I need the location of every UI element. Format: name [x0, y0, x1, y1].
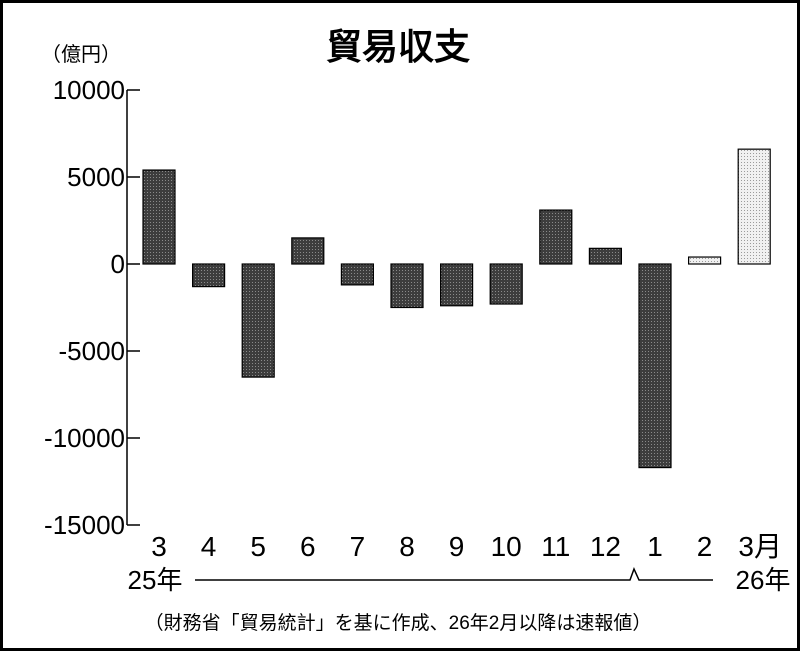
bar	[440, 263, 474, 307]
y-tick-labels: 10000 5000 0 -5000 -10000 -15000	[44, 75, 125, 540]
axes	[126, 89, 140, 526]
y-tick-label: -15000	[44, 510, 125, 540]
y-tick-label: -5000	[59, 336, 126, 366]
chart-frame: 貿易収支 （億円） 10000 5000 0 -5000 -10000 -15000 3 4…	[3, 3, 797, 648]
x-tick-label: 12	[590, 531, 621, 562]
bar	[291, 237, 325, 265]
x-tick-label: 4	[201, 531, 217, 562]
bars	[142, 148, 771, 469]
bar	[241, 263, 275, 378]
source-note: （財務省「貿易統計」を基に作成、26年2月以降は速報値）	[145, 612, 652, 634]
x-tick-label: 9	[449, 531, 465, 562]
x-tick-label: 11	[541, 531, 570, 562]
x-tick-label: 5	[250, 531, 266, 562]
y-unit-label: （億円）	[41, 43, 121, 66]
x-tick-label: 7	[350, 531, 366, 562]
bar	[142, 169, 176, 265]
bar	[539, 209, 573, 265]
bar	[340, 263, 374, 286]
x-tick-label: 2	[697, 531, 713, 562]
y-tick-label: 10000	[53, 75, 125, 105]
x-tick-label: 1	[647, 531, 663, 562]
trade-balance-chart: 貿易収支 （億円） 10000 5000 0 -5000 -10000 -15000 3 4…	[41, 26, 791, 634]
x-tick-label: 3月	[738, 531, 782, 562]
x-tick-label: 6	[300, 531, 316, 562]
year-label-end: 26年	[736, 565, 791, 595]
bar	[390, 263, 424, 309]
bar-preliminary	[737, 148, 771, 265]
bar	[489, 263, 523, 305]
x-tick-label: 8	[399, 531, 415, 562]
x-tick-labels: 3 4 5 6 7 8 9 10 11 12 1 2 3月	[151, 531, 782, 562]
y-tick-label: 5000	[67, 162, 125, 192]
bar	[588, 247, 623, 265]
bar-preliminary	[687, 256, 722, 265]
year-label-start: 25年	[128, 565, 183, 595]
bar	[192, 263, 226, 288]
bar	[638, 263, 672, 469]
chart-title: 貿易収支	[326, 26, 470, 67]
year-span-line	[195, 567, 713, 581]
x-tick-label: 10	[491, 531, 522, 562]
y-tick-label: 0	[111, 249, 125, 279]
x-tick-label: 3	[151, 531, 167, 562]
y-tick-label: -10000	[44, 423, 125, 453]
